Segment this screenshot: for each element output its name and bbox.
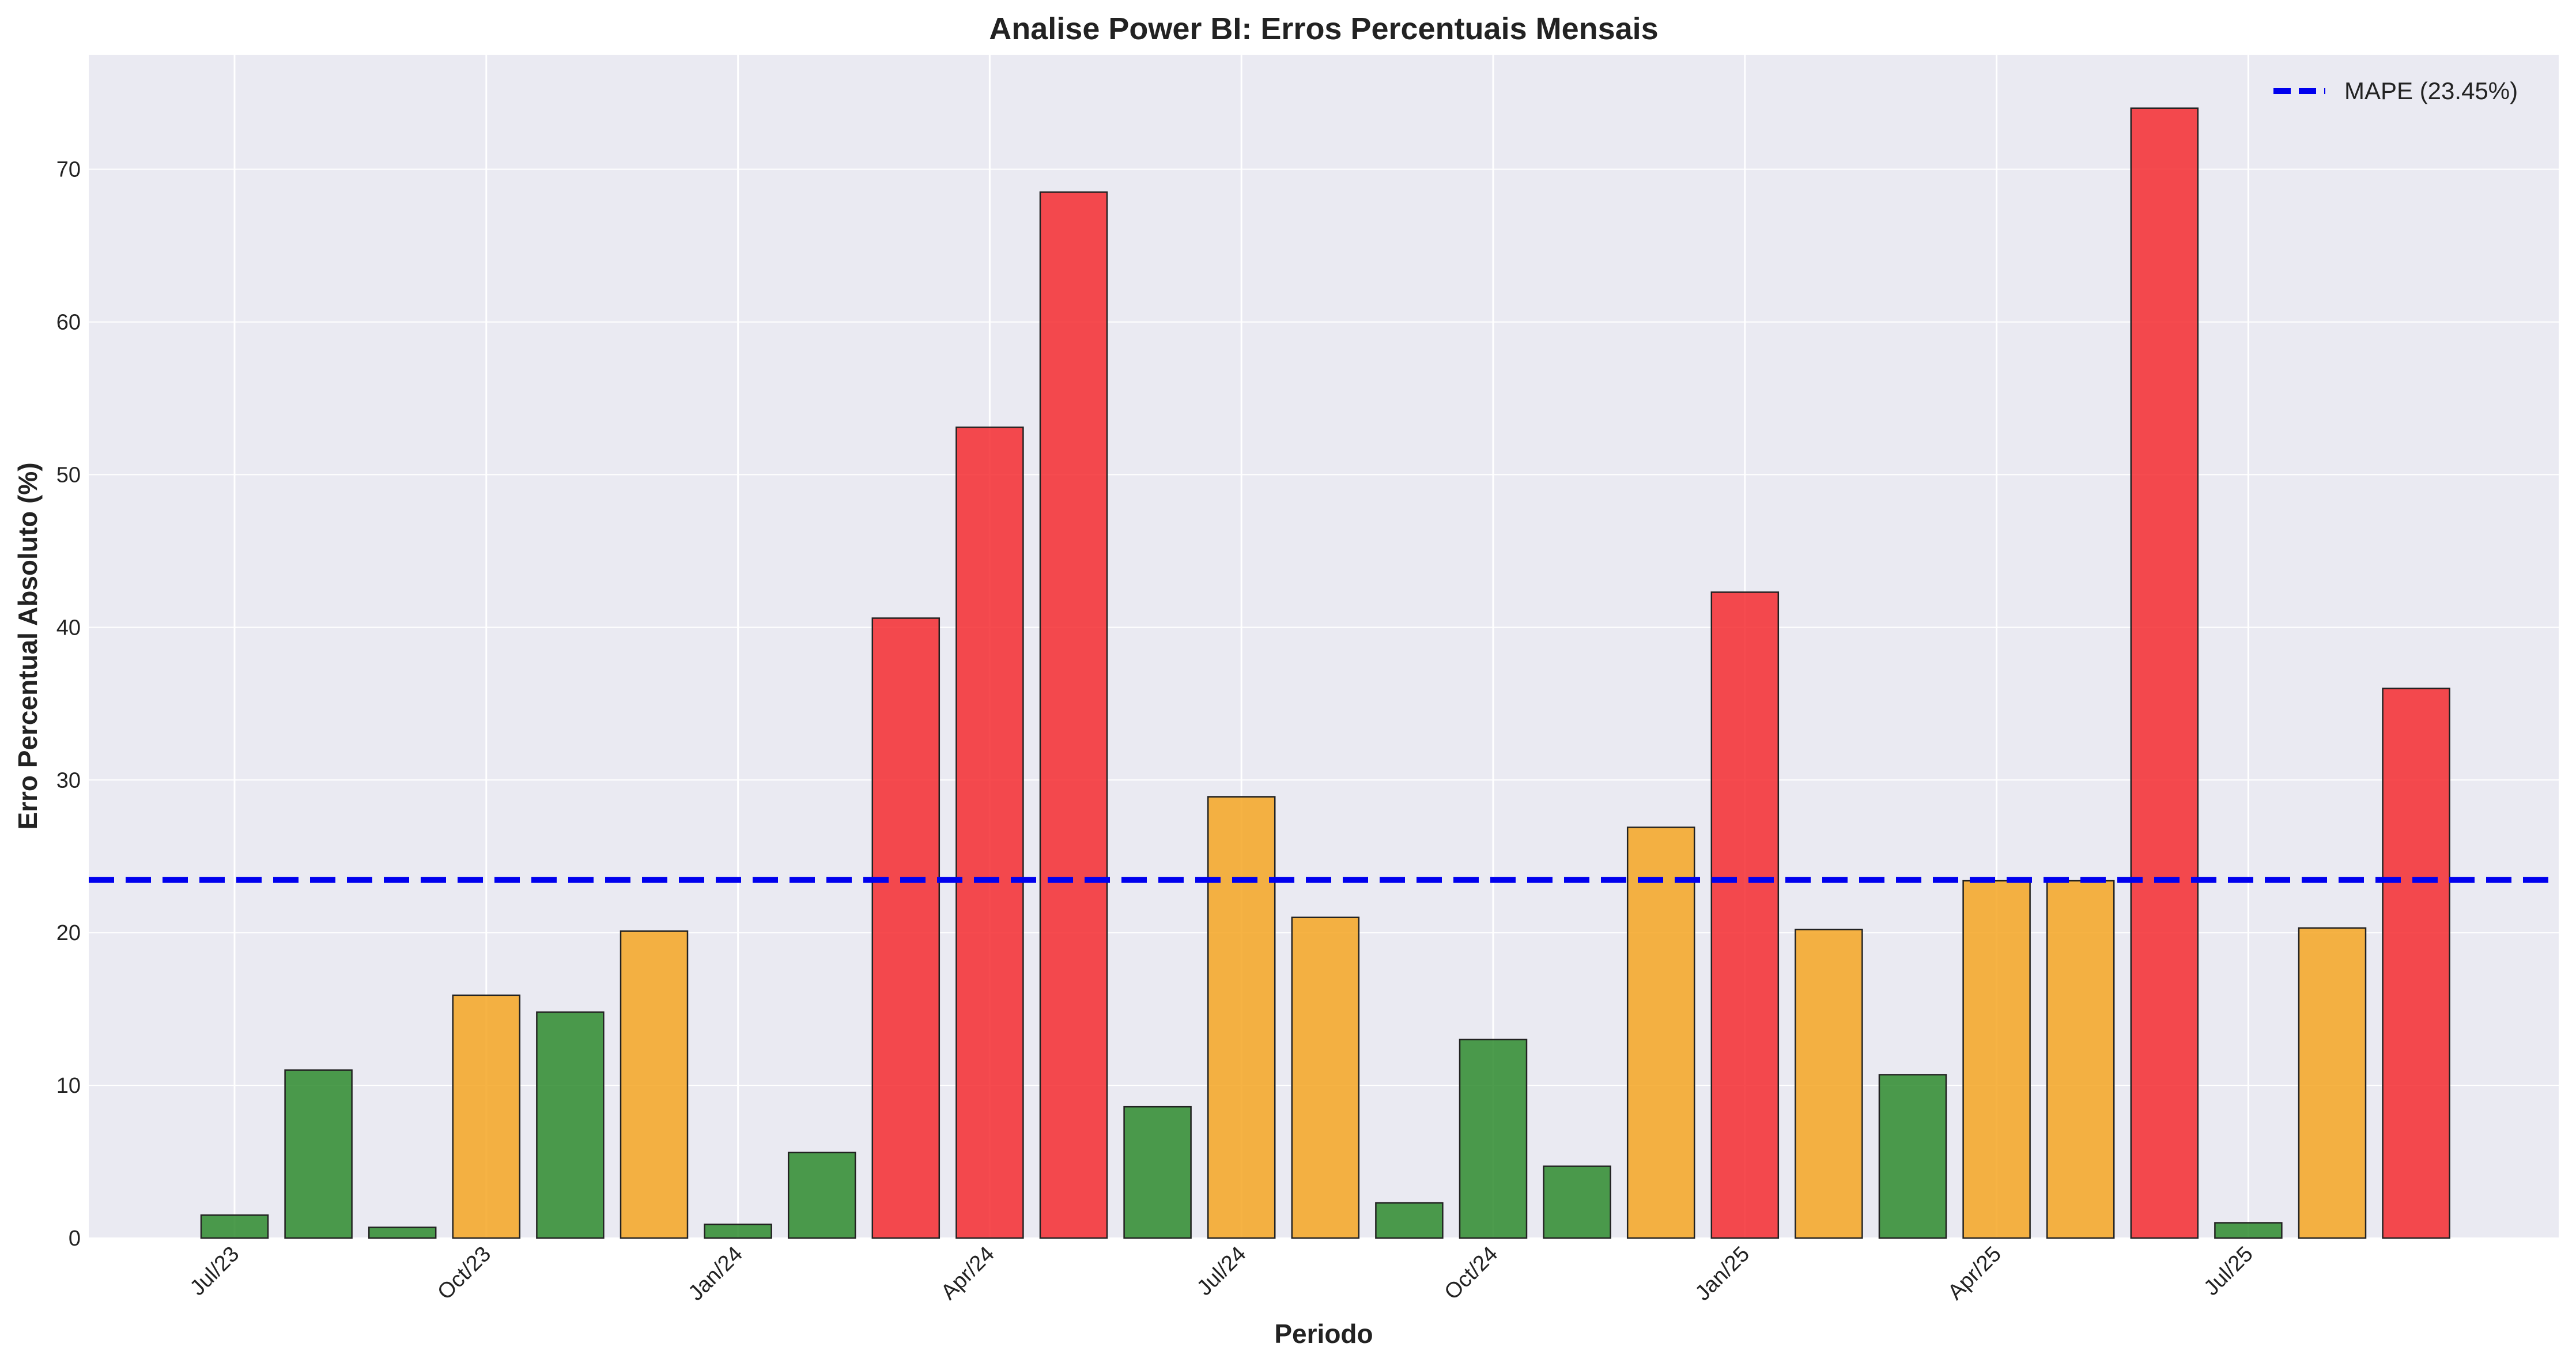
x-tick-label: Jul/24 (1192, 1242, 1251, 1300)
bars (200, 107, 2450, 1239)
bar (2130, 107, 2199, 1239)
bar (452, 994, 521, 1239)
bar (200, 1214, 269, 1239)
x-tick-label: Jan/25 (1691, 1242, 1754, 1305)
x-tick-label: Jul/23 (186, 1242, 244, 1300)
x-tick-label: Oct/23 (433, 1242, 496, 1305)
bar (1291, 916, 1360, 1239)
bar (871, 617, 940, 1239)
x-tick-label: Apr/25 (1943, 1242, 2006, 1305)
bar (1207, 796, 1276, 1239)
legend-mape-label: MAPE (23.45%) (2344, 77, 2518, 104)
bar (787, 1152, 856, 1239)
x-tick-label: Jan/24 (684, 1242, 747, 1305)
y-tick-label: 0 (69, 1227, 81, 1251)
y-tick-label: 30 (56, 768, 81, 793)
bar (368, 1227, 437, 1239)
x-axis-ticks: Jul/23 Oct/23 Jan/24 Apr/24 Jul/24 Oct/24 Jan/… (186, 1242, 2258, 1305)
bar (955, 427, 1024, 1239)
bar (1039, 191, 1108, 1239)
x-tick-label: Jul/25 (2199, 1242, 2257, 1300)
bar (2298, 927, 2367, 1239)
bar (2382, 688, 2450, 1239)
bar (1878, 1074, 1947, 1239)
bar (1123, 1105, 1192, 1239)
bar (284, 1069, 353, 1239)
bar (620, 930, 689, 1239)
x-tick-label: Apr/24 (936, 1242, 999, 1305)
y-tick-label: 50 (56, 463, 81, 487)
y-tick-label: 60 (56, 311, 81, 335)
y-tick-label: 70 (56, 158, 81, 182)
y-axis-label: Erro Percentual Absoluto (%) (13, 462, 43, 829)
y-tick-label: 40 (56, 616, 81, 640)
y-axis-ticks: 0 10 20 30 40 50 60 70 (56, 158, 81, 1251)
bar (536, 1011, 605, 1239)
bar (704, 1223, 772, 1239)
bar (1795, 929, 1863, 1239)
bar (1459, 1039, 1528, 1239)
bar (2046, 880, 2115, 1239)
bar (1962, 880, 2031, 1239)
bar (2214, 1222, 2283, 1239)
x-axis-label: Periodo (1274, 1319, 1373, 1349)
x-tick-label: Oct/24 (1440, 1242, 1503, 1305)
y-tick-label: 10 (56, 1074, 81, 1098)
bar (1710, 591, 1780, 1239)
bar (1543, 1165, 1611, 1239)
chart-title: Analise Power BI: Erros Percentuais Mens… (989, 12, 1658, 46)
bar (1626, 827, 1695, 1239)
legend: MAPE (23.45%) (2273, 77, 2518, 104)
bar (1375, 1202, 1444, 1239)
y-tick-label: 20 (56, 921, 81, 945)
